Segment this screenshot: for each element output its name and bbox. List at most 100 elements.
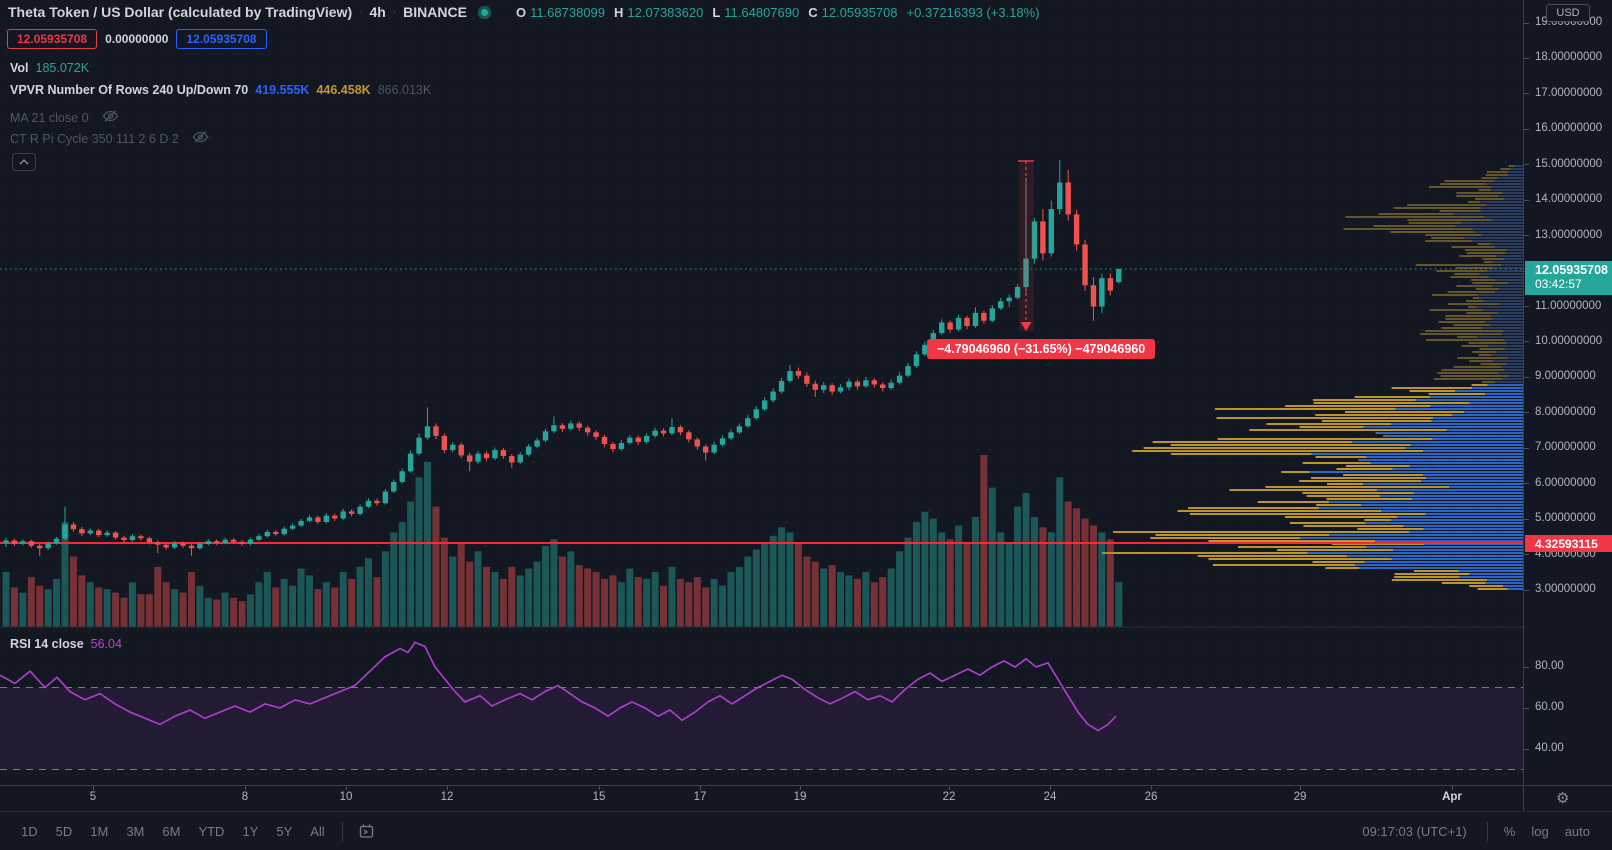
- candle-body: [745, 418, 751, 427]
- auto-scale-button[interactable]: auto: [1564, 823, 1590, 839]
- candle-body: [129, 536, 136, 541]
- candle-body: [306, 517, 313, 521]
- data-source-icon[interactable]: [477, 5, 491, 19]
- vpvr-down-bar: [1464, 249, 1508, 251]
- range-button-ytd[interactable]: YTD: [198, 823, 225, 839]
- time-tick-label: 8: [241, 791, 249, 803]
- candle-body: [399, 471, 405, 482]
- percent-scale-button[interactable]: %: [1503, 823, 1516, 839]
- price-tick-label: 17.00000000: [1535, 86, 1603, 99]
- collapse-legend-button[interactable]: [12, 153, 36, 171]
- symbol-header: Theta Token / US Dollar (calculated by T…: [8, 4, 1040, 20]
- range-button-1y[interactable]: 1Y: [242, 823, 259, 839]
- vpvr-down-bar: [1212, 564, 1355, 566]
- vpvr-down-bar: [1189, 513, 1426, 515]
- vpvr-up-bar: [1485, 582, 1523, 584]
- candle-body: [728, 432, 734, 439]
- go-to-date-button[interactable]: [351, 822, 382, 841]
- candle-body: [972, 312, 979, 327]
- volume-legend[interactable]: Vol 185.072K: [10, 61, 89, 75]
- volume-bar: [786, 532, 794, 627]
- time-axis[interactable]: 5 8 10 12 15 17 19 22 24 26 29 Apr ⚙: [0, 785, 1612, 812]
- range-button-3m[interactable]: 3M: [126, 823, 145, 839]
- main-chart-area[interactable]: Theta Token / US Dollar (calculated by T…: [0, 0, 1523, 785]
- buy-price-button[interactable]: 12.05935708: [176, 29, 267, 49]
- candle-body: [601, 436, 608, 445]
- volume-bar: [230, 597, 238, 627]
- symbol-title[interactable]: Theta Token / US Dollar (calculated by T…: [8, 4, 353, 20]
- price-tick-mark: [1524, 341, 1529, 343]
- vpvr-down-bar: [1459, 255, 1497, 257]
- price-tick-label: 7.00000000: [1535, 441, 1596, 454]
- sell-price-button[interactable]: 12.05935708: [7, 29, 98, 49]
- candle-body: [551, 425, 557, 432]
- toolbar-divider: [341, 821, 343, 841]
- hidden-eye-icon[interactable]: [102, 109, 119, 126]
- vpvr-legend[interactable]: VPVR Number Of Rows 240 Up/Down 70 419.5…: [10, 83, 431, 97]
- vpvr-up-bar: [1377, 489, 1523, 491]
- volume-bar: [86, 582, 94, 627]
- range-button-5y[interactable]: 5Y: [276, 823, 293, 839]
- currency-badge[interactable]: USD: [1546, 4, 1590, 22]
- range-button-6m[interactable]: 6M: [162, 823, 181, 839]
- exchange-label[interactable]: BINANCE: [403, 4, 467, 20]
- volume-bar: [78, 575, 86, 627]
- candle-body: [778, 380, 785, 392]
- chart-canvas[interactable]: [0, 0, 1523, 785]
- rsi-legend[interactable]: RSI 14 close 56.04: [10, 637, 122, 651]
- toolbar-right-group: 09:17:03 (UTC+1) % log auto: [1362, 820, 1598, 843]
- vpvr-up-bar: [1503, 585, 1523, 587]
- vpvr-down-bar: [1420, 333, 1502, 335]
- interval-label[interactable]: 4h: [369, 4, 386, 20]
- hidden-eye-icon[interactable]: [192, 130, 209, 147]
- vpvr-down-bar: [1407, 219, 1493, 221]
- vpvr-up-bar: [1508, 171, 1523, 173]
- vpvr-down-bar: [1378, 213, 1454, 215]
- volume-bar: [373, 577, 381, 627]
- vpvr-down-bar: [1391, 387, 1473, 389]
- volume-bar: [516, 575, 524, 627]
- vpvr-up-bar: [1510, 168, 1523, 170]
- range-button-5d[interactable]: 5D: [55, 823, 73, 839]
- vpvr-up-bar: [1480, 201, 1523, 203]
- vpvr-down-bar: [1265, 486, 1450, 488]
- measure-tool-label[interactable]: −4.79046960 (−31.65%) −479046960: [927, 339, 1156, 359]
- vpvr-up-bar: [1300, 537, 1523, 539]
- vpvr-down-bar: [1451, 246, 1495, 248]
- range-button-1m[interactable]: 1M: [90, 823, 109, 839]
- range-button-all[interactable]: All: [310, 823, 325, 839]
- vpvr-down-bar: [1302, 462, 1371, 464]
- vpvr-down-bar: [1428, 186, 1492, 188]
- vpvr-down-bar: [1336, 468, 1393, 470]
- clock-display[interactable]: 09:17:03 (UTC+1): [1362, 823, 1467, 839]
- time-tick-mark: [245, 786, 246, 790]
- log-scale-button[interactable]: log: [1531, 823, 1549, 839]
- volume-bar: [196, 585, 204, 627]
- volume-bar: [542, 546, 550, 627]
- vpvr-up-bar: [1490, 324, 1523, 326]
- range-button-1d[interactable]: 1D: [21, 823, 38, 839]
- ma-legend[interactable]: MA 21 close 0: [10, 109, 119, 126]
- candle-body: [424, 426, 431, 438]
- vpvr-up-bar: [1425, 513, 1523, 515]
- gear-icon[interactable]: ⚙: [1556, 790, 1570, 807]
- vpvr-up-bar: [1507, 357, 1523, 359]
- candle-body: [256, 536, 262, 540]
- price-tick-mark: [1524, 57, 1529, 59]
- vpvr-down-bar: [1448, 303, 1500, 305]
- volume-bar: [255, 582, 263, 627]
- vpvr-down-bar: [1281, 471, 1310, 473]
- price-axis[interactable]: USD 19.00000000 18.00000000 17.00000000 16.…: [1523, 0, 1612, 785]
- vpvr-down-bar: [1478, 189, 1491, 191]
- vpvr-down-bar: [1461, 345, 1489, 347]
- candle-body: [576, 423, 582, 428]
- candle-body: [955, 317, 962, 330]
- vpvr-down-bar: [1315, 414, 1453, 416]
- vpvr-down-bar: [1445, 315, 1492, 317]
- volume-bar: [735, 566, 743, 627]
- vpvr-up-bar: [1459, 576, 1523, 578]
- volume-bar: [238, 601, 246, 627]
- candle-body: [829, 385, 835, 392]
- ct-indicator-legend[interactable]: CT R Pi Cycle 350 111 2 6 D 2: [10, 130, 209, 147]
- vpvr-up-bar: [1391, 558, 1523, 560]
